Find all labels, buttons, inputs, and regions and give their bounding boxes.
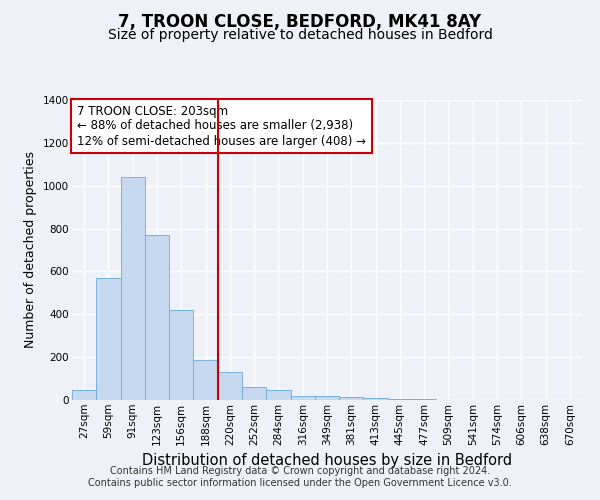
Text: Size of property relative to detached houses in Bedford: Size of property relative to detached ho… [107, 28, 493, 42]
Bar [121, 177, 145, 400]
Bar [242, 386, 266, 400]
Text: Contains HM Land Registry data © Crown copyright and database right 2024.
Contai: Contains HM Land Registry data © Crown c… [88, 466, 512, 487]
Bar [364, 398, 388, 400]
Bar [145, 235, 169, 400]
X-axis label: Distribution of detached houses by size in Bedford: Distribution of detached houses by size … [142, 453, 512, 468]
Bar [266, 390, 290, 400]
Bar [72, 390, 96, 400]
Bar [169, 310, 193, 400]
Y-axis label: Number of detached properties: Number of detached properties [25, 152, 37, 348]
Bar [193, 360, 218, 400]
Text: 7, TROON CLOSE, BEDFORD, MK41 8AY: 7, TROON CLOSE, BEDFORD, MK41 8AY [118, 12, 482, 30]
Text: 7 TROON CLOSE: 203sqm
← 88% of detached houses are smaller (2,938)
12% of semi-d: 7 TROON CLOSE: 203sqm ← 88% of detached … [77, 104, 366, 148]
Bar [96, 278, 121, 400]
Bar [315, 396, 339, 400]
Bar [388, 399, 412, 400]
Bar [290, 396, 315, 400]
Bar [339, 398, 364, 400]
Bar [218, 372, 242, 400]
